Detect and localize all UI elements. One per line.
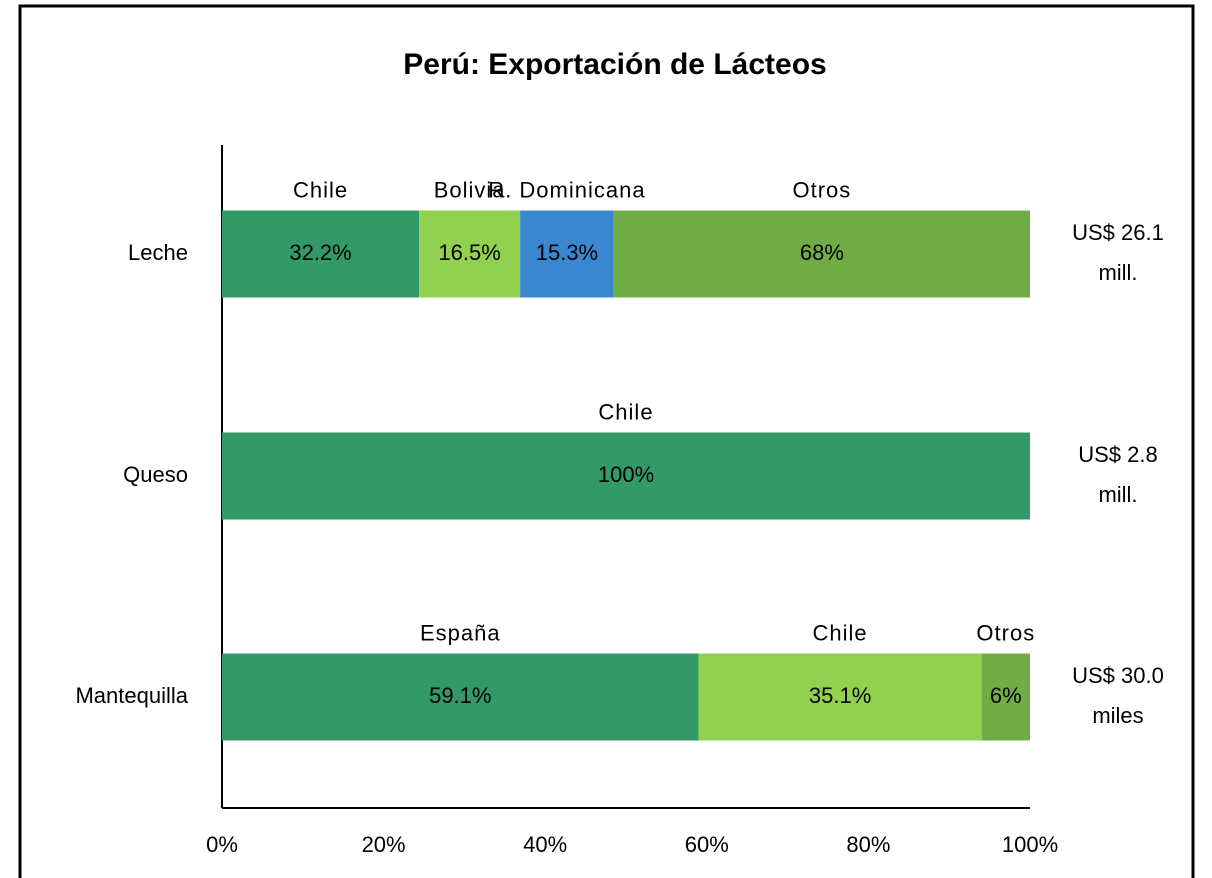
value-label: 100%	[598, 462, 654, 487]
bar-segment	[222, 432, 1030, 520]
value-label: 15.3%	[536, 240, 598, 265]
bar-segment	[520, 210, 614, 298]
bar-segment	[981, 653, 1030, 741]
value-label: 68%	[800, 240, 844, 265]
total-label: US$ 30.0	[1072, 663, 1164, 688]
bar-segment	[698, 653, 982, 741]
total-label: mill.	[1098, 260, 1137, 285]
x-tick-label: 20%	[362, 832, 406, 857]
total-label: US$ 26.1	[1072, 220, 1164, 245]
x-tick-label: 100%	[1002, 832, 1058, 857]
total-label: US$ 2.8	[1078, 442, 1158, 467]
segment-name: España	[420, 620, 501, 645]
x-tick-label: 60%	[685, 832, 729, 857]
segment-name: R. Dominicana	[488, 177, 645, 202]
value-label: 35.1%	[809, 683, 871, 708]
value-label: 59.1%	[429, 683, 491, 708]
segment-name: Otros	[792, 177, 851, 202]
bar-segment	[613, 210, 1030, 298]
segment-name: Bolivia	[434, 177, 506, 202]
segment-name: Chile	[813, 620, 868, 645]
category-label: Mantequilla	[75, 683, 188, 708]
bar-segment	[222, 210, 420, 298]
total-label: mill.	[1098, 482, 1137, 507]
segment-name: Chile	[598, 399, 653, 424]
value-label: 6%	[990, 683, 1022, 708]
x-tick-label: 80%	[846, 832, 890, 857]
category-label: Queso	[123, 462, 188, 487]
x-tick-label: 40%	[523, 832, 567, 857]
x-tick-label: 0%	[206, 832, 238, 857]
segment-name: Chile	[293, 177, 348, 202]
value-label: 32.2%	[289, 240, 351, 265]
segment-name: Otros	[976, 620, 1035, 645]
value-label: 16.5%	[438, 240, 500, 265]
category-label: Leche	[128, 240, 188, 265]
bar-segment	[222, 653, 699, 741]
bar-segment	[419, 210, 521, 298]
total-label: miles	[1092, 703, 1143, 728]
chart-title: Perú: Exportación de Lácteos	[403, 48, 826, 81]
